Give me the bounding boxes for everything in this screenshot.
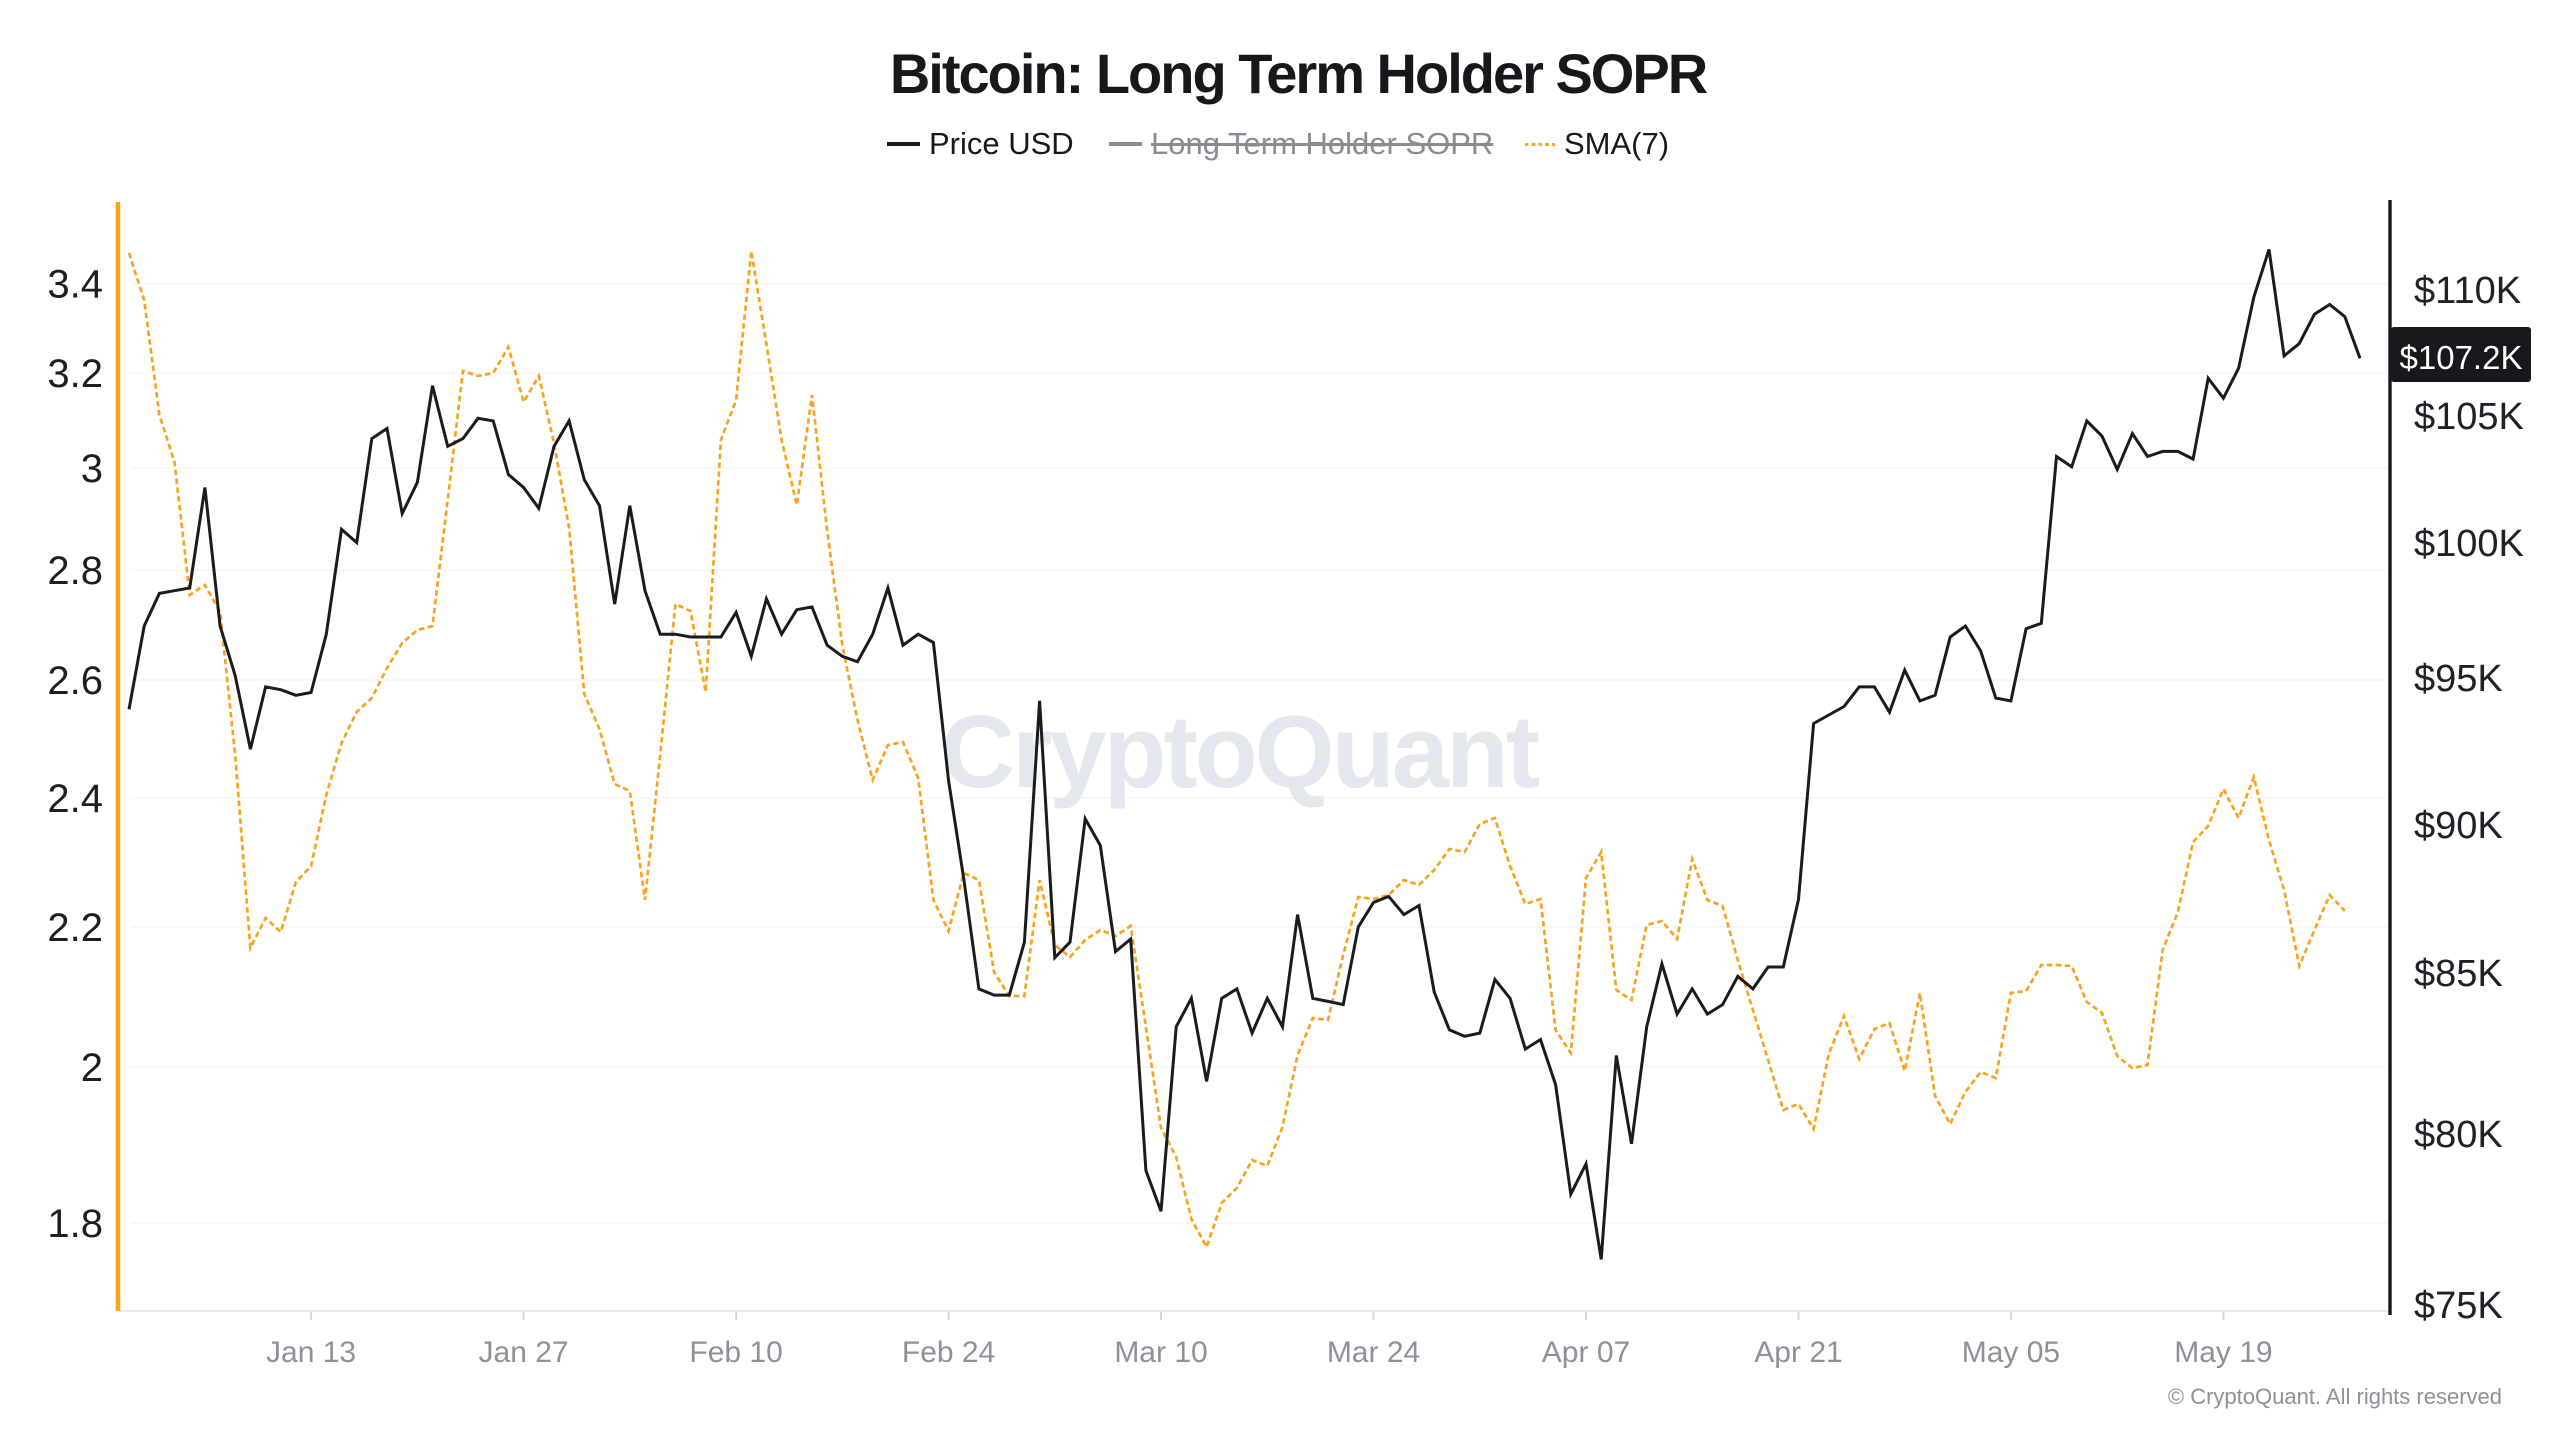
svg-text:$90K: $90K xyxy=(2414,805,2503,847)
svg-text:© CryptoQuant. All rights rese: © CryptoQuant. All rights reserved xyxy=(2168,1384,2502,1409)
svg-text:Apr 07: Apr 07 xyxy=(1542,1336,1630,1369)
svg-text:Jan 13: Jan 13 xyxy=(266,1336,356,1369)
svg-text:$95K: $95K xyxy=(2414,658,2503,700)
svg-text:Mar 10: Mar 10 xyxy=(1114,1336,1207,1369)
svg-text:Feb 10: Feb 10 xyxy=(689,1336,782,1369)
svg-text:$75K: $75K xyxy=(2414,1285,2503,1327)
svg-text:CryptoQuant: CryptoQuant xyxy=(941,694,1540,809)
svg-text:$100K: $100K xyxy=(2414,523,2524,565)
svg-text:May 19: May 19 xyxy=(2174,1336,2272,1369)
svg-text:2.8: 2.8 xyxy=(47,549,103,593)
svg-text:Feb 24: Feb 24 xyxy=(902,1336,995,1369)
svg-text:$85K: $85K xyxy=(2414,953,2503,995)
svg-text:2.4: 2.4 xyxy=(47,777,103,821)
svg-text:Mar 24: Mar 24 xyxy=(1327,1336,1420,1369)
svg-text:1.8: 1.8 xyxy=(47,1202,103,1246)
svg-text:2: 2 xyxy=(81,1046,103,1090)
svg-text:2.6: 2.6 xyxy=(47,659,103,703)
svg-text:2.2: 2.2 xyxy=(47,906,103,950)
svg-text:$107.2K: $107.2K xyxy=(2400,339,2523,376)
svg-text:Jan 27: Jan 27 xyxy=(479,1336,569,1369)
svg-text:$105K: $105K xyxy=(2414,396,2524,438)
svg-text:Apr 21: Apr 21 xyxy=(1754,1336,1842,1369)
svg-text:3.2: 3.2 xyxy=(47,352,103,396)
svg-text:3: 3 xyxy=(81,447,103,491)
svg-text:May 05: May 05 xyxy=(1962,1336,2060,1369)
svg-text:3.4: 3.4 xyxy=(47,263,103,307)
svg-text:$110K: $110K xyxy=(2414,270,2521,312)
svg-text:$80K: $80K xyxy=(2414,1114,2503,1156)
